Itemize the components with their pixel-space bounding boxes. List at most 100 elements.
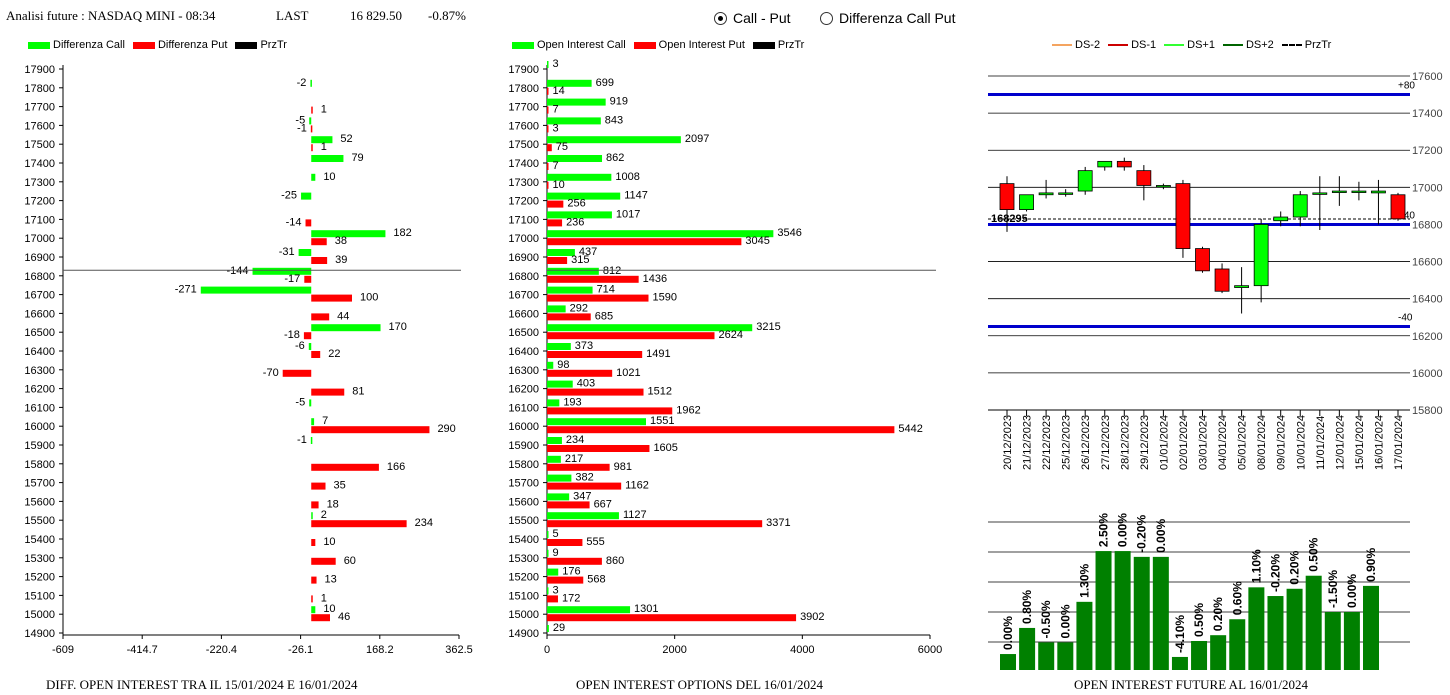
bar bbox=[311, 106, 313, 114]
candle-body bbox=[1136, 170, 1152, 186]
data-label: 10 bbox=[323, 536, 335, 548]
band-label: -40 bbox=[1398, 313, 1413, 324]
bar bbox=[298, 249, 312, 256]
data-label: 217 bbox=[565, 453, 583, 465]
y-tick-label: 15000 bbox=[508, 609, 539, 621]
bar bbox=[1229, 619, 1246, 670]
bar bbox=[547, 361, 554, 369]
x-tick-label: 08/01/2024 bbox=[1256, 415, 1268, 470]
radio-call-put[interactable]: Call - Put bbox=[714, 10, 791, 26]
bar bbox=[547, 482, 622, 490]
data-label: 1962 bbox=[676, 404, 700, 416]
y-tick-label: 15200 bbox=[24, 572, 55, 584]
data-label: 14 bbox=[553, 85, 565, 97]
bar bbox=[1286, 588, 1303, 670]
bar bbox=[1133, 556, 1150, 670]
bar bbox=[547, 173, 612, 181]
bar bbox=[547, 407, 673, 415]
bar bbox=[311, 238, 327, 246]
x-tick-label: 03/01/2024 bbox=[1198, 415, 1210, 470]
candle-body bbox=[1019, 194, 1034, 210]
candle-body bbox=[1253, 224, 1269, 287]
data-label: 3371 bbox=[766, 517, 790, 529]
bar bbox=[547, 106, 549, 114]
data-label: 0.80% bbox=[1020, 590, 1034, 624]
data-label: 714 bbox=[597, 284, 615, 296]
data-label: 0.20% bbox=[1211, 597, 1225, 631]
data-label: 0.00% bbox=[1116, 513, 1130, 547]
data-label: -31 bbox=[279, 246, 295, 258]
x-tick-label: 168.2 bbox=[366, 644, 394, 656]
data-label: 699 bbox=[596, 77, 614, 89]
data-label: -1.50% bbox=[1326, 570, 1340, 608]
last-value: 16 829.50 bbox=[350, 8, 402, 23]
y-tick-label: 14900 bbox=[508, 628, 539, 640]
bar bbox=[311, 324, 381, 332]
candle-body bbox=[1195, 248, 1210, 272]
bar bbox=[547, 343, 571, 350]
y-tick-label: 17400 bbox=[24, 158, 55, 170]
bar bbox=[547, 520, 763, 528]
bar bbox=[311, 606, 316, 614]
data-label: -70 bbox=[263, 367, 279, 379]
legend-item: Differenza Put bbox=[132, 39, 227, 51]
data-label: 1551 bbox=[650, 415, 674, 427]
y-tick-label: 16400 bbox=[1412, 294, 1443, 306]
y-tick-label: 16100 bbox=[24, 402, 55, 414]
data-label: 292 bbox=[570, 302, 588, 314]
x-tick-label: -26.1 bbox=[288, 644, 313, 656]
y-tick-label: 16700 bbox=[508, 290, 539, 302]
data-label: 10 bbox=[323, 171, 335, 183]
x-tick-label: 09/01/2024 bbox=[1276, 415, 1288, 470]
bar bbox=[547, 313, 591, 321]
y-tick-label: 17700 bbox=[508, 102, 539, 114]
bar bbox=[547, 267, 599, 275]
y-tick-label: 15000 bbox=[24, 609, 55, 621]
y-tick-label: 15800 bbox=[24, 459, 55, 471]
y-tick-label: 14900 bbox=[24, 628, 55, 640]
data-label: -0.50% bbox=[1039, 600, 1053, 638]
bar bbox=[547, 418, 647, 426]
data-label: 182 bbox=[393, 227, 411, 239]
data-label: 3 bbox=[553, 58, 559, 70]
y-tick-label: 17500 bbox=[24, 139, 55, 151]
bar bbox=[1019, 627, 1036, 670]
data-label: 10 bbox=[553, 179, 565, 191]
y-tick-label: 16400 bbox=[508, 346, 539, 358]
bar bbox=[311, 294, 353, 302]
y-tick-label: 15300 bbox=[24, 553, 55, 565]
bar bbox=[547, 294, 649, 302]
bar bbox=[311, 576, 317, 584]
x-tick-label: 02/01/2024 bbox=[1178, 415, 1190, 470]
x-tick-label: 0 bbox=[544, 644, 550, 656]
y-tick-label: 16200 bbox=[24, 384, 55, 396]
data-label: 1.10% bbox=[1249, 549, 1263, 583]
radio-selected-icon bbox=[714, 11, 727, 25]
data-label: -18 bbox=[284, 329, 300, 341]
bar bbox=[547, 437, 562, 444]
bar bbox=[547, 531, 549, 538]
data-label: -17 bbox=[284, 273, 300, 285]
radio-differenza[interactable]: Differenza Call Put bbox=[820, 10, 955, 26]
x-tick-label: 21/12/2023 bbox=[1022, 415, 1034, 470]
legend-item: PrzTr bbox=[752, 39, 804, 51]
legend-item: PrzTr bbox=[1281, 39, 1331, 51]
bar bbox=[547, 332, 715, 340]
data-label: 2624 bbox=[718, 329, 742, 341]
data-label: 437 bbox=[579, 246, 597, 258]
bar bbox=[547, 501, 590, 509]
radio-call-put-label: Call - Put bbox=[733, 10, 791, 26]
data-label: 919 bbox=[610, 96, 628, 108]
y-tick-label: 16000 bbox=[508, 421, 539, 433]
bar bbox=[308, 343, 312, 350]
y-tick-label: 15300 bbox=[508, 553, 539, 565]
data-label: 3546 bbox=[777, 227, 801, 239]
bar bbox=[547, 155, 603, 162]
x-tick-label: -609 bbox=[52, 644, 74, 656]
x-tick-label: 11/01/2024 bbox=[1315, 416, 1327, 470]
candle-body bbox=[1156, 185, 1171, 188]
data-label: 0.90% bbox=[1364, 548, 1378, 582]
bar bbox=[547, 87, 549, 95]
radio-differenza-label: Differenza Call Put bbox=[839, 10, 956, 26]
price-label: 168295 bbox=[991, 213, 1028, 225]
